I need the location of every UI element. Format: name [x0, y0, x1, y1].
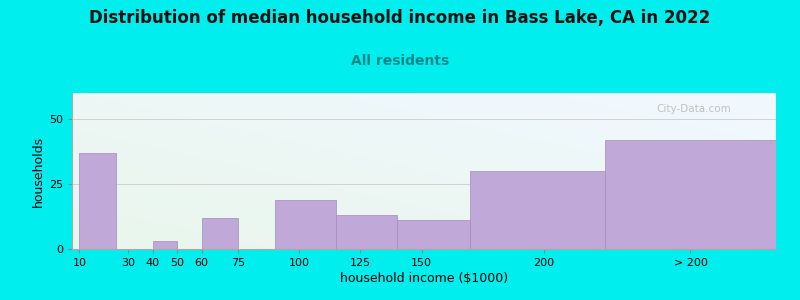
Bar — [605, 140, 776, 249]
Bar — [336, 215, 397, 249]
Text: Distribution of median household income in Bass Lake, CA in 2022: Distribution of median household income … — [90, 9, 710, 27]
Bar — [470, 171, 605, 249]
Bar — [275, 200, 336, 249]
Bar — [202, 218, 238, 249]
Bar — [79, 153, 116, 249]
Bar — [153, 241, 177, 249]
Bar — [397, 220, 470, 249]
Y-axis label: households: households — [32, 135, 45, 207]
Text: All residents: All residents — [351, 54, 449, 68]
X-axis label: household income ($1000): household income ($1000) — [340, 272, 508, 285]
Text: City-Data.com: City-Data.com — [656, 104, 731, 114]
